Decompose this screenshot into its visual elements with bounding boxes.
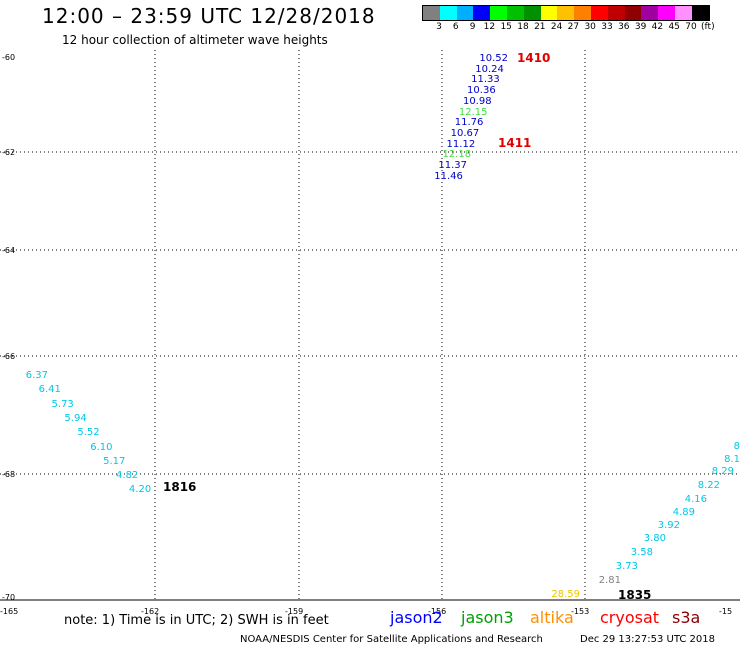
lat-label: -64 bbox=[2, 246, 15, 255]
legend-tick: 36 bbox=[618, 22, 630, 32]
wave-height-label: 4.89 bbox=[672, 507, 695, 518]
legend-swatch bbox=[473, 6, 491, 20]
lat-label: -62 bbox=[2, 148, 15, 157]
wave-height-label: 5.52 bbox=[77, 427, 100, 439]
wave-height-label: 8.29 bbox=[711, 466, 734, 477]
lon-label: -15 bbox=[719, 607, 732, 616]
lat-label: -68 bbox=[2, 470, 15, 479]
legend-swatch bbox=[439, 6, 457, 20]
lat-label: -70 bbox=[2, 593, 15, 602]
legend-tick: 12 bbox=[483, 22, 496, 32]
lon-label: -159 bbox=[285, 607, 303, 616]
color-legend bbox=[422, 5, 710, 21]
satellite-altika: altika bbox=[530, 608, 574, 627]
lon-label: -156 bbox=[428, 607, 446, 616]
wave-height-label: 6.37 bbox=[25, 370, 48, 381]
track-b-time: 1816 bbox=[163, 480, 197, 494]
page-title: 12:00 – 23:59 UTC 12/28/2018 bbox=[42, 4, 376, 28]
wave-height-label: 6.41 bbox=[38, 384, 61, 396]
legend-swatch bbox=[624, 6, 642, 20]
wave-height-label: 3.58 bbox=[630, 547, 653, 558]
legend-swatch bbox=[506, 6, 524, 20]
footnote: note: 1) Time is in UTC; 2) SWH is in fe… bbox=[64, 613, 329, 628]
satellite-cryosat: cryosat bbox=[600, 608, 660, 627]
wave-height-label: 12.18 bbox=[442, 149, 472, 161]
wave-height-label: 3.80 bbox=[643, 533, 666, 544]
lon-label: -153 bbox=[571, 607, 589, 616]
legend-swatch bbox=[590, 6, 608, 20]
wave-height-label: 8.22 bbox=[697, 480, 720, 491]
wave-height-label: 4.16 bbox=[684, 494, 707, 505]
legend-tick: (ft) bbox=[701, 22, 715, 32]
wave-height-label: 11.37 bbox=[438, 160, 467, 171]
legend-swatch bbox=[674, 6, 692, 20]
track-c-time: 1835 bbox=[618, 588, 652, 602]
generation-timestamp: Dec 29 13:27:53 UTC 2018 bbox=[580, 634, 715, 645]
wave-height-label: 28.59 bbox=[551, 589, 580, 600]
lon-label: -165 bbox=[0, 607, 18, 616]
page-subtitle: 12 hour collection of altimeter wave hei… bbox=[62, 33, 328, 47]
wave-height-label: 8.1 bbox=[724, 454, 740, 465]
legend-tick: 6 bbox=[452, 22, 459, 32]
latitude-labels: -60 -62 -64 -66 -68 -70 bbox=[2, 53, 15, 602]
legend-swatch bbox=[641, 6, 659, 20]
wave-height-label: 11.33 bbox=[471, 74, 500, 86]
wave-height-label: 3.73 bbox=[615, 561, 638, 572]
legend-tick: 18 bbox=[517, 22, 529, 32]
legend-tick: 27 bbox=[567, 22, 580, 32]
wave-height-label: 10.24 bbox=[475, 63, 504, 75]
lon-label: -162 bbox=[141, 607, 159, 616]
legend-swatch bbox=[607, 6, 625, 20]
legend-tick: 24 bbox=[550, 22, 563, 32]
lat-label: -60 bbox=[2, 53, 15, 62]
legend-tick: 33 bbox=[601, 22, 613, 32]
legend-swatch bbox=[490, 6, 507, 20]
wave-height-label: 10.36 bbox=[467, 85, 496, 97]
lat-label: -66 bbox=[2, 352, 15, 361]
wave-height-label: 10.67 bbox=[450, 127, 480, 139]
longitude-labels: -165 -162 -159 -156 -153 -15 bbox=[0, 607, 732, 616]
legend-swatch bbox=[691, 6, 709, 20]
legend-swatch bbox=[456, 6, 474, 20]
wave-height-label: 11.46 bbox=[434, 170, 463, 182]
legend-swatch bbox=[523, 6, 541, 20]
wave-height-label: 12.15 bbox=[458, 106, 488, 118]
legend-tick: 15 bbox=[500, 22, 512, 32]
legend-tick: 42 bbox=[651, 22, 664, 32]
legend-tick: 39 bbox=[634, 22, 647, 32]
gridlines bbox=[0, 50, 740, 600]
satellite-jason3: jason3 bbox=[461, 608, 514, 627]
wave-height-label: 10.52 bbox=[479, 53, 508, 64]
wave-height-label: 4.20 bbox=[128, 484, 152, 496]
legend-tick: 30 bbox=[584, 22, 596, 32]
legend-tick: 9 bbox=[469, 22, 476, 32]
wave-height-label: 2.81 bbox=[598, 575, 621, 586]
satellite-jason2: jason2 bbox=[390, 608, 443, 627]
wave-height-label: 5.17 bbox=[103, 455, 126, 467]
legend-swatch bbox=[557, 6, 575, 20]
legend-swatch bbox=[574, 6, 591, 20]
credit-line: NOAA/NESDIS Center for Satellite Applica… bbox=[240, 634, 543, 645]
color-legend-ticks: 3 6 9 12 15 18 21 24 27 30 33 36 39 42 45 70 (ft) bbox=[422, 22, 740, 34]
wave-height-label: 5.94 bbox=[64, 412, 87, 424]
legend-tick: 45 bbox=[668, 22, 680, 32]
wave-height-label: 6.10 bbox=[90, 441, 113, 453]
legend-swatch bbox=[540, 6, 558, 20]
wave-height-label: 10.98 bbox=[462, 95, 492, 107]
legend-tick: 70 bbox=[685, 22, 697, 32]
wave-height-label: 11.76 bbox=[454, 117, 484, 129]
wave-height-label: 4.82 bbox=[116, 470, 139, 482]
wave-height-label: 8 bbox=[733, 441, 740, 452]
wave-height-label: 11.12 bbox=[446, 138, 476, 150]
wave-height-label: 5.73 bbox=[51, 398, 74, 410]
legend-swatch bbox=[658, 6, 675, 20]
track-a-time: 1410 bbox=[517, 51, 551, 65]
legend-tick: 3 bbox=[436, 22, 442, 32]
satellite-s3a: s3a bbox=[672, 608, 701, 627]
track-a-time: 1411 bbox=[498, 136, 532, 150]
legend-swatch bbox=[423, 6, 440, 20]
wave-height-label: 3.92 bbox=[657, 520, 680, 531]
legend-tick: 21 bbox=[534, 22, 546, 32]
